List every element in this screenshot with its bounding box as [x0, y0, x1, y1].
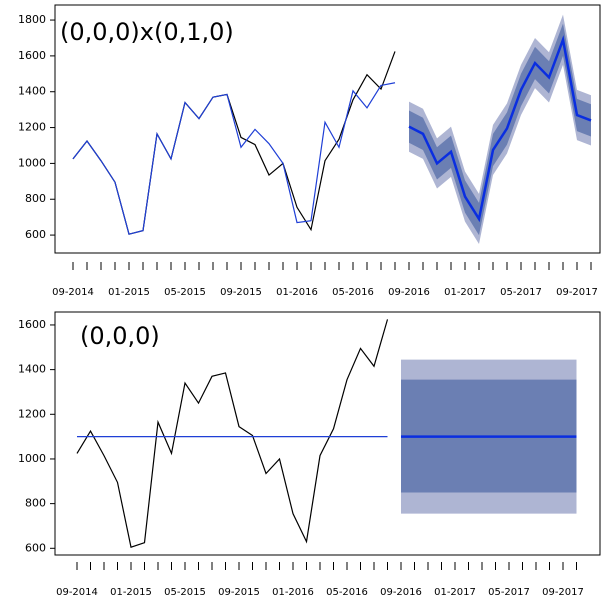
x-tick-label: 05-2017: [500, 287, 542, 298]
x-tick-label: 01-2017: [434, 587, 476, 598]
y-tick-label: 600: [25, 228, 46, 241]
y-tick-label: 1000: [18, 452, 46, 465]
x-tick-label: 01-2016: [276, 287, 318, 298]
y-tick-label: 1800: [18, 13, 46, 26]
x-tick-label: 09-2017: [542, 587, 584, 598]
forecast-band: [409, 23, 591, 236]
x-tick-label: 09-2015: [220, 287, 262, 298]
plot-frame: [54, 4, 601, 254]
y-tick-label: 1400: [18, 85, 46, 98]
x-tick-label: 01-2016: [272, 587, 314, 598]
y-tick-label: 1000: [18, 156, 46, 169]
y-tick-label: 1200: [18, 121, 46, 134]
series-line: [76, 319, 389, 548]
x-tick-label: 05-2016: [332, 287, 374, 298]
x-tick-label: 09-2015: [218, 587, 260, 598]
x-tick-label: 05-2015: [164, 287, 206, 298]
y-tick-label: 600: [25, 541, 46, 554]
y-tick-label: 1600: [18, 49, 46, 62]
x-tick-label: 05-2015: [164, 587, 206, 598]
annotation: (0,0,0)x(0,1,0): [60, 18, 234, 46]
y-tick-label: 800: [25, 192, 46, 205]
x-tick-label: 05-2017: [488, 587, 530, 598]
y-tick-label: 1600: [18, 318, 46, 331]
x-tick-label: 05-2016: [326, 587, 368, 598]
x-tick-label: 01-2015: [108, 287, 150, 298]
series-line: [408, 35, 592, 223]
annotation: (0,0,0): [80, 322, 160, 350]
y-tick-label: 1400: [18, 363, 46, 376]
series-line: [72, 82, 396, 235]
x-tick-label: 09-2017: [556, 287, 598, 298]
plot-frame: [54, 311, 601, 556]
y-tick-label: 800: [25, 497, 46, 510]
x-tick-label: 01-2017: [444, 287, 486, 298]
x-tick-label: 09-2014: [56, 587, 98, 598]
y-tick-label: 1200: [18, 407, 46, 420]
x-tick-label: 09-2016: [388, 287, 430, 298]
x-tick-label: 01-2015: [110, 587, 152, 598]
x-tick-label: 09-2014: [52, 287, 94, 298]
x-tick-label: 09-2016: [380, 587, 422, 598]
